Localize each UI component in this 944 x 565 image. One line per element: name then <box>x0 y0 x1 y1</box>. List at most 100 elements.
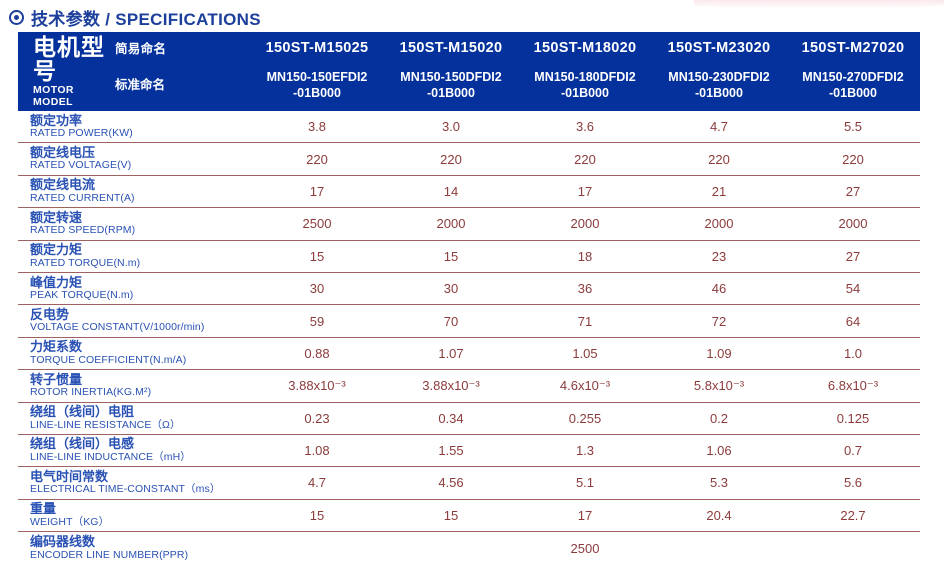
spec-value-cell: 4.6x10⁻³ <box>559 377 611 393</box>
spec-value-cell: 71 <box>577 313 593 329</box>
spec-value-cell: 1.08 <box>304 443 330 459</box>
model-standard-name: MN150-150EFDI2 -01B000 <box>266 69 368 100</box>
row-label: 转子惯量 ROTOR INERTIA(KG.M²) <box>18 371 250 399</box>
row-label-en: RATED CURRENT(A) <box>30 191 135 204</box>
simple-name-label: 简易命名 <box>115 42 167 56</box>
motor-model-label-cn: 电机型号 <box>33 33 105 84</box>
table-row: 电气时间常数 ELECTRICAL TIME-CONSTANT（ms） 4.7 4.5… <box>18 467 920 500</box>
row-label-cn: 力矩系数 <box>30 339 83 355</box>
model-simple-name: 150ST-M15025 <box>265 39 369 56</box>
standard-name-label: 标准命名 <box>115 77 166 92</box>
row-label: 电气时间常数 ELECTRICAL TIME-CONSTANT（ms） <box>18 469 250 496</box>
row-label-en: RATED POWER(KW) <box>30 127 133 140</box>
spec-value-cell: 15 <box>309 248 325 264</box>
model-simple-name: 150ST-M27020 <box>801 39 905 56</box>
table-row: 额定线电压 RATED VOLTAGE(V) 220 220 220 220 220 <box>18 143 920 176</box>
table-row: 转子惯量 ROTOR INERTIA(KG.M²) 3.88x10⁻³ 3.88x10… <box>18 370 920 403</box>
table-row: 绕组（线间）电阻 LINE-LINE RESISTANCE（Ω） 0.23 0.34 0… <box>18 403 920 435</box>
spec-value-cell: 2500 <box>302 216 332 232</box>
page-title: 技术参数 / SPECIFICATIONS <box>9 5 261 30</box>
naming-labels-cell: 简易命名 标准命名 <box>115 32 250 111</box>
row-label: 反电势 VOLTAGE CONSTANT(V/1000r/min) <box>18 307 250 334</box>
model-standard-name: MN150-150DFDI2 -01B000 <box>400 69 502 100</box>
spec-value-cell: 15 <box>309 507 325 523</box>
spec-value-cell: 1.55 <box>438 443 464 459</box>
table-body: 额定功率 RATED POWER(KW) 3.8 3.0 3.6 4.7 5.5 额定线电压 R… <box>18 111 920 564</box>
spec-value-cell: 5.6 <box>843 475 863 491</box>
model-column-header: 150ST-M18020 MN150-180DFDI2 -01B000 <box>518 32 652 111</box>
model-standard-name: MN150-270DFDI2 -01B000 <box>802 69 904 100</box>
row-label-en: LINE-LINE RESISTANCE（Ω） <box>30 418 181 431</box>
model-simple-name: 150ST-M23020 <box>667 39 771 56</box>
row-label: 编码器线数 ENCODER LINE NUMBER(PPR) <box>18 535 250 561</box>
model-simple-name: 150ST-M18020 <box>533 39 637 56</box>
row-label-cn: 转子惯量 <box>30 371 83 387</box>
spec-value-cell: 5.1 <box>575 475 595 491</box>
row-label-en: RATED TORQUE(N.m) <box>30 256 141 269</box>
row-label-en: PEAK TORQUE(N.m) <box>30 289 134 302</box>
circled-dot-icon <box>9 10 24 25</box>
row-label: 额定功率 RATED POWER(KW) <box>18 113 250 140</box>
table-row: 额定线电流 RATED CURRENT(A) 17 14 17 21 27 <box>18 176 920 209</box>
model-standard-name: MN150-180DFDI2 -01B000 <box>534 69 636 100</box>
motor-model-label-en: MOTOR MODEL <box>33 84 74 109</box>
scan-artifact <box>694 0 944 9</box>
row-label-cn: 编码器线数 <box>30 534 96 550</box>
row-label-cn: 额定力矩 <box>30 242 83 258</box>
spec-value-cell: 17 <box>309 183 325 199</box>
row-label-en: VOLTAGE CONSTANT(V/1000r/min) <box>30 321 205 334</box>
model-standard-name: MN150-230DFDI2 -01B000 <box>668 69 770 100</box>
row-label-cn: 额定线电压 <box>30 144 96 160</box>
spec-value-cell: 27 <box>845 248 861 264</box>
row-label: 重量 WEIGHT（KG） <box>18 502 250 528</box>
row-label: 额定力矩 RATED TORQUE(N.m) <box>18 243 250 269</box>
spec-value-cell: 70 <box>443 313 459 329</box>
table-header: 电机型号 MOTOR MODEL 简易命名 标准命名 150ST-M15025 M… <box>18 32 920 111</box>
row-label-en: ELECTRICAL TIME-CONSTANT（ms） <box>30 483 221 496</box>
spec-value-cell: 3.0 <box>441 119 461 135</box>
spec-value-cell: 220 <box>708 151 730 167</box>
spec-value-cell: 2000 <box>704 216 734 232</box>
model-column-header: 150ST-M15025 MN150-150EFDI2 -01B000 <box>250 32 384 111</box>
spec-value-cell: 1.06 <box>706 443 732 459</box>
spec-value-cell: 15 <box>443 248 459 264</box>
spec-value-span-cell: 2500 <box>570 540 600 556</box>
row-label: 力矩系数 TORQUE COEFFICIENT(N.m/A) <box>18 340 250 366</box>
spec-value-cell: 5.3 <box>709 475 729 491</box>
motor-model-header-cell: 电机型号 MOTOR MODEL <box>18 32 115 111</box>
row-label-en: TORQUE COEFFICIENT(N.m/A) <box>30 353 187 366</box>
spec-value-cell: 21 <box>711 183 727 199</box>
table-row: 编码器线数 ENCODER LINE NUMBER(PPR) 2500 <box>18 532 920 564</box>
spec-value-cell: 1.07 <box>438 345 464 361</box>
table-row: 峰值力矩 PEAK TORQUE(N.m) 30 30 36 46 54 <box>18 273 920 306</box>
spec-value-cell: 1.09 <box>706 345 732 361</box>
spec-value-cell: 59 <box>309 313 325 329</box>
model-column-header: 150ST-M27020 MN150-270DFDI2 -01B000 <box>786 32 920 111</box>
table-row: 重量 WEIGHT（KG） 15 15 17 20.4 22.7 <box>18 500 920 533</box>
spec-value-cell: 2000 <box>838 216 868 232</box>
spec-value-cell: 1.05 <box>572 345 598 361</box>
spec-value-cell: 2000 <box>570 216 600 232</box>
spec-value-cell: 30 <box>443 281 459 297</box>
row-label: 额定线电压 RATED VOLTAGE(V) <box>18 144 250 172</box>
spec-value-cell: 2000 <box>436 216 466 232</box>
spec-value-cell: 0.23 <box>304 410 330 426</box>
row-label: 峰值力矩 PEAK TORQUE(N.m) <box>18 274 250 302</box>
row-label-cn: 峰值力矩 <box>30 274 83 290</box>
row-label-en: RATED SPEED(RPM) <box>30 224 136 237</box>
table-row: 额定功率 RATED POWER(KW) 3.8 3.0 3.6 4.7 5.5 <box>18 111 920 144</box>
spec-value-cell: 72 <box>711 313 727 329</box>
spec-value-cell: 0.125 <box>836 410 870 426</box>
spec-value-cell: 220 <box>306 151 328 167</box>
spec-value-cell: 36 <box>577 281 593 297</box>
row-label-en: ROTOR INERTIA(KG.M²) <box>30 386 152 399</box>
table-row: 力矩系数 TORQUE COEFFICIENT(N.m/A) 0.88 1.07 1.0… <box>18 338 920 371</box>
table-row: 额定力矩 RATED TORQUE(N.m) 15 15 18 23 27 <box>18 241 920 273</box>
row-label-cn: 绕组（线间）电阻 <box>30 404 135 420</box>
spec-value-cell: 20.4 <box>706 507 732 523</box>
spec-value-cell: 0.255 <box>568 410 602 426</box>
spec-value-cell: 1.0 <box>843 345 863 361</box>
spec-value-cell: 4.56 <box>438 475 464 491</box>
spec-value-cell: 17 <box>577 507 593 523</box>
